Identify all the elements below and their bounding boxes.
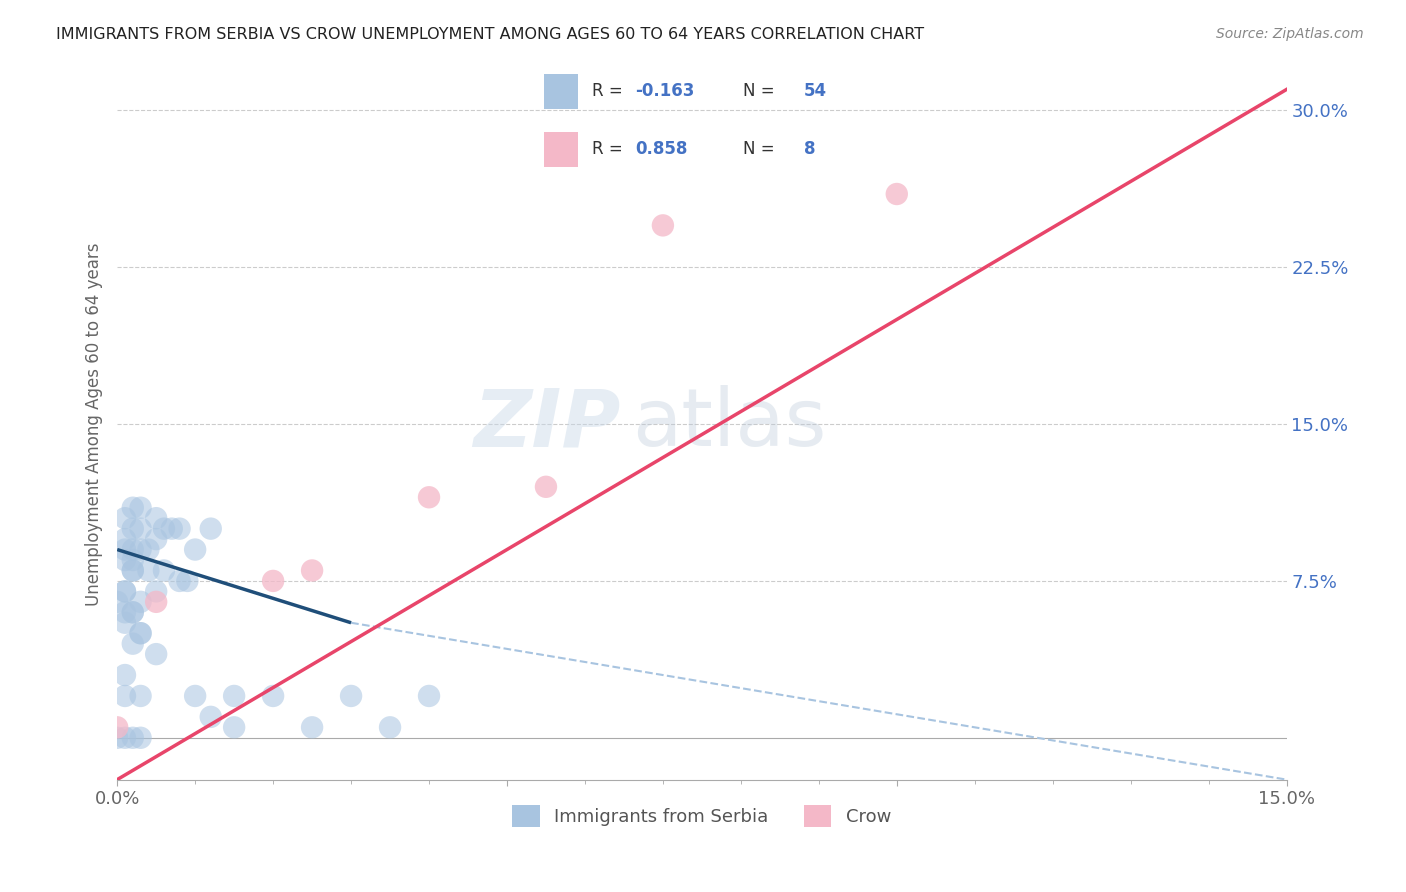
Point [121, 522, 143, 536]
Legend: Immigrants from Serbia, Crow: Immigrants from Serbia, Crow [505, 798, 898, 835]
Point [200, 710, 222, 724]
Point [114, 584, 136, 599]
Point [138, 564, 160, 578]
Point [145, 647, 167, 661]
Point [121, 731, 143, 745]
Point [114, 542, 136, 557]
Point [121, 553, 143, 567]
Y-axis label: Unemployment Among Ages 60 to 64 years: Unemployment Among Ages 60 to 64 years [86, 243, 103, 606]
Point [378, 720, 401, 734]
Text: 54: 54 [804, 82, 827, 101]
Text: N =: N = [744, 140, 780, 159]
Point [121, 637, 143, 651]
Point [129, 542, 152, 557]
Point [129, 731, 152, 745]
Point [160, 522, 183, 536]
Point [418, 490, 440, 504]
Point [262, 689, 284, 703]
Point [169, 522, 191, 536]
Text: R =: R = [592, 82, 627, 101]
Point [340, 689, 363, 703]
Point [301, 564, 323, 578]
Point [114, 731, 136, 745]
Point [114, 511, 136, 525]
Point [114, 668, 136, 682]
Point [145, 595, 167, 609]
Point [301, 720, 323, 734]
FancyBboxPatch shape [544, 132, 578, 167]
Text: 8: 8 [804, 140, 815, 159]
Point [169, 574, 191, 588]
Point [114, 689, 136, 703]
Point [129, 522, 152, 536]
Point [121, 500, 143, 515]
Text: N =: N = [744, 82, 780, 101]
Point [129, 626, 152, 640]
Point [224, 720, 246, 734]
Point [262, 574, 284, 588]
Point [418, 689, 440, 703]
Point [114, 584, 136, 599]
Point [121, 605, 143, 619]
Point [105, 720, 128, 734]
Point [129, 626, 152, 640]
Point [886, 186, 908, 201]
Point [184, 689, 207, 703]
Point [200, 522, 222, 536]
Point [184, 542, 207, 557]
Text: 0.858: 0.858 [636, 140, 688, 159]
Point [114, 553, 136, 567]
Point [145, 584, 167, 599]
Point [129, 595, 152, 609]
Point [105, 595, 128, 609]
Point [145, 532, 167, 546]
Point [534, 480, 557, 494]
Point [129, 500, 152, 515]
Point [114, 615, 136, 630]
Point [121, 564, 143, 578]
Text: Source: ZipAtlas.com: Source: ZipAtlas.com [1216, 27, 1364, 41]
Point [121, 605, 143, 619]
Point [176, 574, 198, 588]
Text: R =: R = [592, 140, 627, 159]
Point [121, 564, 143, 578]
Point [153, 564, 176, 578]
Text: ZIP: ZIP [472, 385, 620, 463]
Point [114, 605, 136, 619]
Point [129, 689, 152, 703]
Point [114, 532, 136, 546]
Point [138, 542, 160, 557]
Text: IMMIGRANTS FROM SERBIA VS CROW UNEMPLOYMENT AMONG AGES 60 TO 64 YEARS CORRELATIO: IMMIGRANTS FROM SERBIA VS CROW UNEMPLOYM… [56, 27, 924, 42]
Point [153, 522, 176, 536]
Point [121, 542, 143, 557]
Point [651, 219, 673, 233]
Text: -0.163: -0.163 [636, 82, 695, 101]
FancyBboxPatch shape [544, 74, 578, 109]
Point [224, 689, 246, 703]
Point [105, 731, 128, 745]
Text: atlas: atlas [631, 385, 827, 463]
Point [145, 511, 167, 525]
